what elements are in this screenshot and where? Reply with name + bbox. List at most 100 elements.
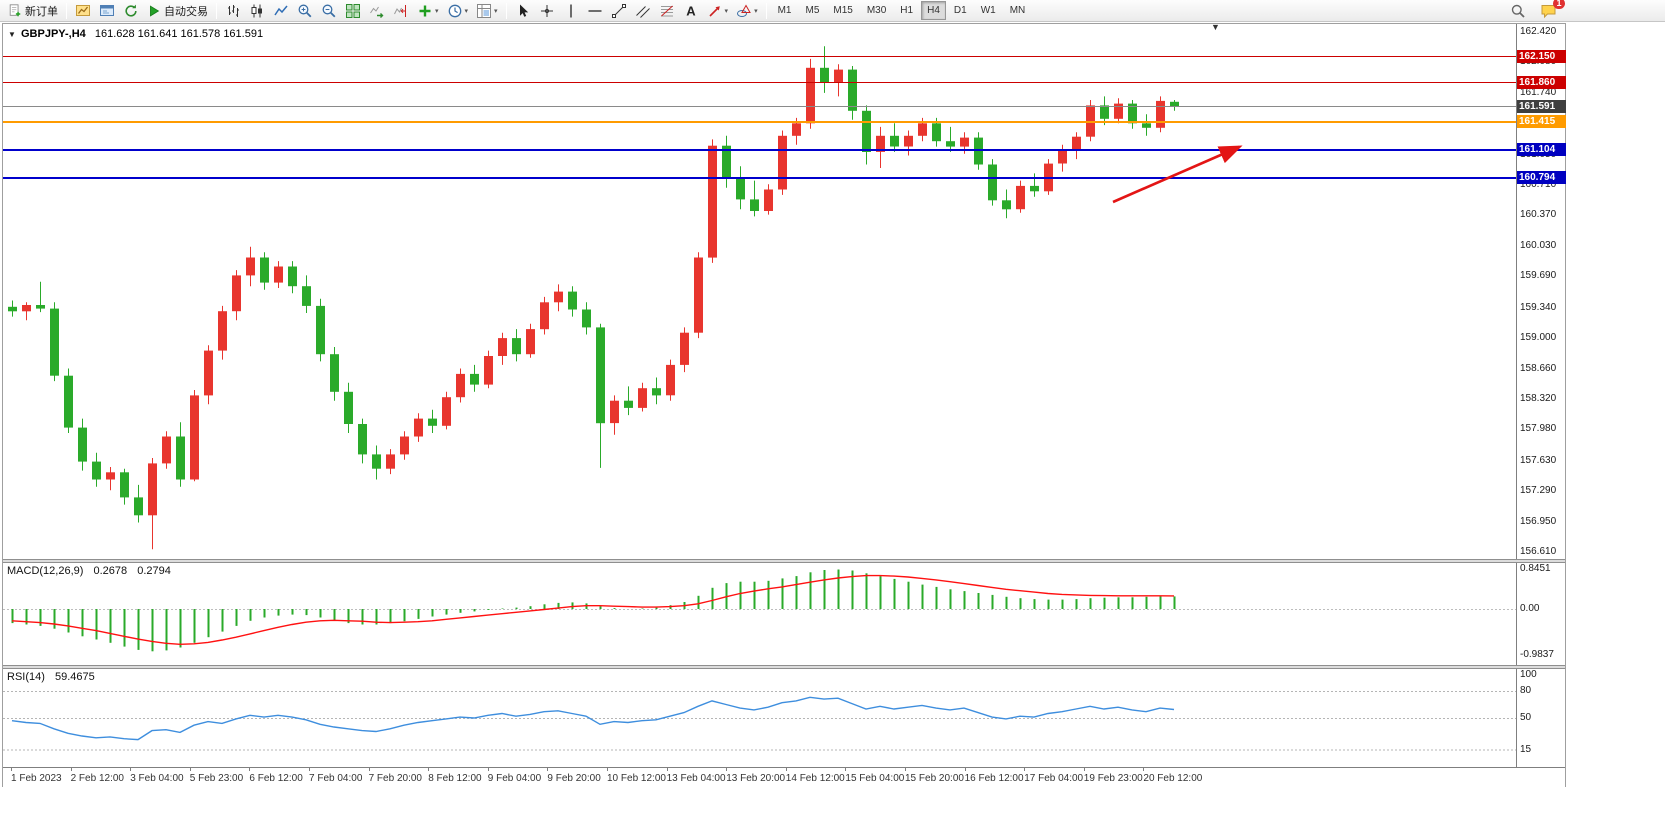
- time-axis-tick: [547, 768, 549, 771]
- price-axis-label: 161.740: [1520, 86, 1557, 98]
- crosshair-icon[interactable]: [535, 1, 559, 21]
- candle-body: [1156, 100, 1165, 128]
- resistance-line-lower[interactable]: [3, 81, 1516, 83]
- dropdown-caret-icon[interactable]: ▾: [494, 7, 498, 15]
- time-axis-label: 8 Feb 12:00: [428, 773, 482, 784]
- candle-body: [694, 257, 703, 333]
- new-chart-icon[interactable]: [71, 1, 95, 21]
- timeframe-button-m15[interactable]: M15: [833, 5, 853, 16]
- shapes-icon[interactable]: ▾: [732, 1, 762, 21]
- panel-splitter[interactable]: [3, 559, 1565, 563]
- auto-scroll-icon[interactable]: [365, 1, 389, 21]
- candle-body: [554, 291, 563, 303]
- support-line-upper[interactable]: [3, 148, 1516, 151]
- price-axis-label: 160.370: [1520, 209, 1557, 221]
- time-axis-label: 7 Feb 20:00: [368, 773, 422, 784]
- pivot-line-tag: 161.415: [1517, 115, 1566, 129]
- candle-body: [736, 177, 745, 200]
- time-axis-tick: [70, 768, 72, 771]
- candle-body: [1170, 101, 1179, 107]
- price-scale[interactable]: 162.420162.080161.740161.400161.050160.7…: [1516, 24, 1566, 559]
- templates-icon[interactable]: ▾: [472, 1, 502, 21]
- macd-canvas[interactable]: [3, 563, 1516, 665]
- timeframe-button-m30[interactable]: M30: [866, 5, 887, 16]
- chart-shift-marker[interactable]: ▼: [1211, 22, 1220, 32]
- profiles-icon[interactable]: [95, 1, 119, 21]
- dropdown-caret-icon[interactable]: ▾: [435, 7, 439, 15]
- fibonacci-icon[interactable]: [655, 1, 679, 21]
- candle-body: [918, 123, 927, 136]
- timeframe-button-m1[interactable]: M1: [777, 5, 792, 16]
- candle-body: [806, 67, 815, 124]
- rsi-line: [11, 696, 1175, 741]
- time-axis-label: 13 Feb 20:00: [726, 773, 786, 784]
- candle-body: [428, 418, 437, 426]
- panel-splitter[interactable]: [3, 665, 1565, 669]
- candle-body: [792, 123, 801, 136]
- tile-windows-icon[interactable]: [341, 1, 365, 21]
- candle-body: [568, 291, 577, 310]
- dropdown-caret-icon[interactable]: ▾: [754, 7, 758, 15]
- current-price-line[interactable]: [3, 105, 1516, 107]
- time-axis-tick: [1143, 768, 1145, 771]
- arrows-icon[interactable]: ▾: [703, 1, 733, 21]
- chart-window: ▼ GBPJPY-,H4 161.628 161.641 161.578 161…: [2, 22, 1566, 787]
- bar-chart-icon[interactable]: [221, 1, 245, 21]
- line-chart-icon[interactable]: [269, 1, 293, 21]
- resistance-line-upper[interactable]: [3, 55, 1516, 57]
- indicators-icon[interactable]: ▾: [413, 1, 443, 21]
- macd-scale-label: -0.9837: [1520, 649, 1554, 661]
- time-axis[interactable]: 1 Feb 2023 2 Feb 12:00 3 Feb 04:00 5 Feb 23…: [3, 767, 1565, 787]
- notifications-button[interactable]: 1: [1536, 0, 1565, 21]
- rsi-panel: RSI(14) 59.4675 100 80 50 15: [3, 669, 1565, 767]
- dropdown-caret-icon[interactable]: ▾: [724, 7, 729, 15]
- time-axis-label: 9 Feb 20:00: [547, 773, 601, 784]
- pivot-line[interactable]: [3, 120, 1516, 123]
- price-chart-panel: ▼ GBPJPY-,H4 161.628 161.641 161.578 161…: [3, 22, 1566, 559]
- periods-icon[interactable]: ▾: [443, 1, 473, 21]
- trendline-icon[interactable]: [607, 1, 631, 21]
- candle-body: [442, 397, 451, 426]
- text-icon[interactable]: A: [679, 1, 703, 21]
- candle-body: [358, 424, 367, 455]
- chart-ohlc-header: ▼ GBPJPY-,H4 161.628 161.641 161.578 161…: [8, 28, 263, 40]
- macd-scale[interactable]: 0.8451 0.00 -0.9837: [1516, 563, 1565, 665]
- timeframe-button-h4[interactable]: H4: [921, 1, 946, 20]
- support-line-lower[interactable]: [3, 176, 1516, 179]
- vertical-line-icon[interactable]: [559, 1, 583, 21]
- price-axis-label: 160.710: [1520, 179, 1557, 191]
- current-price-line-tag: 161.591: [1517, 99, 1566, 113]
- chart-collapse-icon[interactable]: ▼: [8, 30, 16, 39]
- timeframe-button-m5[interactable]: M5: [805, 5, 820, 16]
- toolbar: 新订单 自动交易 ▾ ▾ ▾ A ▾ ▾ M1 M5 M15 M30 H1 H4 D1 W1 MN 1: [0, 0, 1665, 22]
- timeframe-button-d1[interactable]: D1: [953, 5, 967, 16]
- price-axis-label: 157.290: [1520, 485, 1557, 497]
- timeframe-button-w1[interactable]: W1: [980, 5, 996, 16]
- chart-shift-icon[interactable]: [389, 1, 413, 21]
- rsi-scale[interactable]: 100 80 50 15: [1516, 669, 1565, 767]
- timeframe-button-h1[interactable]: H1: [900, 5, 914, 16]
- time-axis-label: 19 Feb 23:00: [1083, 773, 1143, 784]
- rsi-canvas[interactable]: [3, 669, 1516, 767]
- chart-symbol: GBPJPY-,H4: [20, 28, 86, 40]
- timeframe-button-mn[interactable]: MN: [1009, 5, 1026, 16]
- new-order-button[interactable]: 新订单: [4, 1, 62, 21]
- zoom-out-icon[interactable]: [317, 1, 341, 21]
- candlestick-icon[interactable]: [245, 1, 269, 21]
- candle-body: [1114, 103, 1123, 119]
- autotrading-button[interactable]: 自动交易: [143, 1, 212, 21]
- dropdown-caret-icon[interactable]: ▾: [464, 7, 469, 15]
- refresh-icon[interactable]: [119, 1, 143, 21]
- candle-body: [820, 67, 829, 83]
- zoom-in-icon[interactable]: [293, 1, 317, 21]
- candle-body: [946, 141, 955, 147]
- horizontal-line-icon[interactable]: [583, 1, 607, 21]
- price-chart-canvas[interactable]: [3, 24, 1516, 559]
- cursor-icon[interactable]: [511, 1, 535, 21]
- candle-body: [596, 327, 605, 424]
- search-button[interactable]: [1506, 1, 1530, 21]
- time-axis-label: 9 Feb 04:00: [487, 773, 542, 784]
- channel-icon[interactable]: [631, 1, 655, 21]
- candle-body: [638, 388, 647, 408]
- candle-body: [1016, 185, 1025, 210]
